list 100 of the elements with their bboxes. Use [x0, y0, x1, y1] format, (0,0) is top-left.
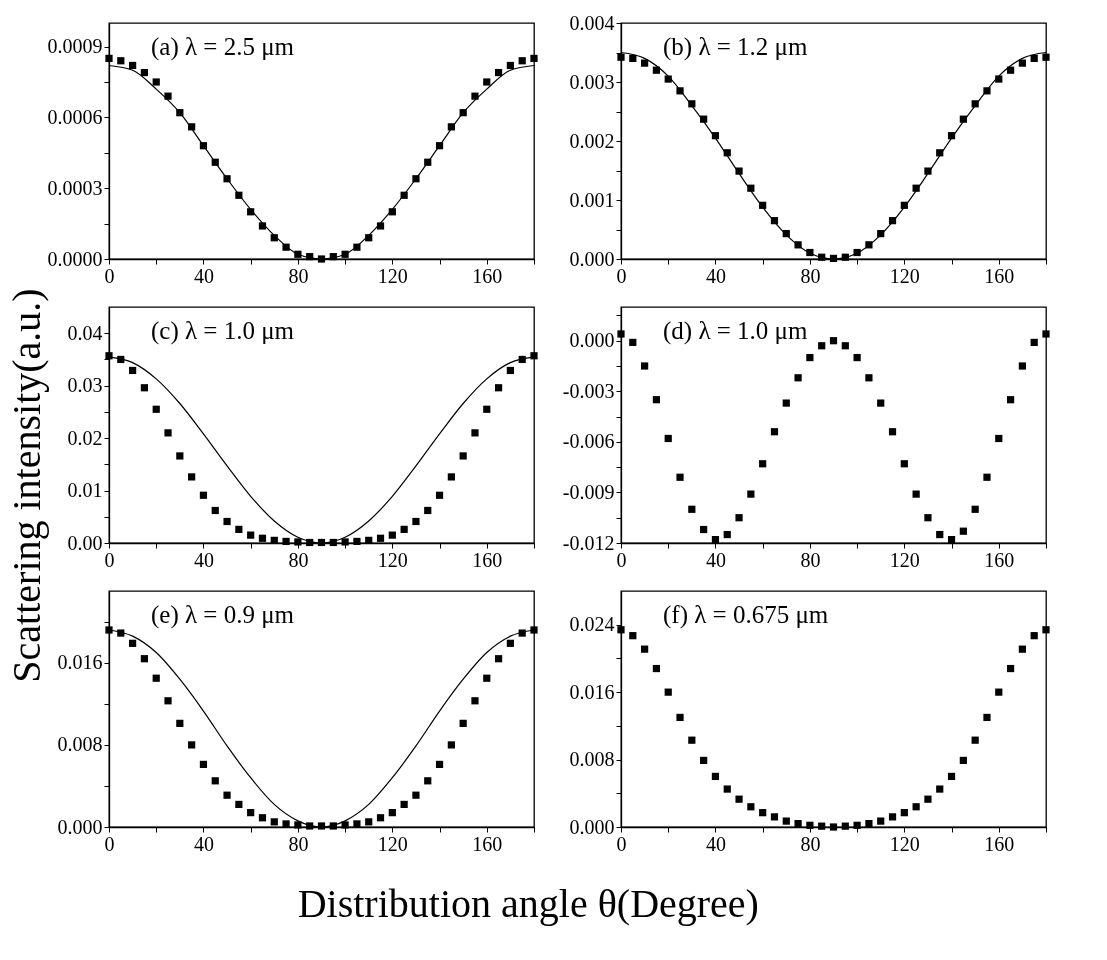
y-tick-label: 0.04 — [67, 321, 103, 344]
point — [688, 736, 696, 744]
x-tick-label: 80 — [288, 548, 309, 571]
point — [747, 490, 755, 498]
point — [877, 399, 885, 407]
point — [1042, 626, 1050, 634]
point — [924, 514, 932, 522]
point — [424, 777, 432, 785]
y-tick-label: 0.02 — [67, 426, 103, 449]
point — [983, 473, 991, 481]
point — [995, 688, 1003, 696]
point — [912, 490, 920, 498]
x-axis-title: Distribution angle θ(Degree) — [297, 880, 759, 926]
y-tick-label: 0.0006 — [47, 105, 103, 128]
point — [912, 803, 920, 811]
x-tick-label: 80 — [288, 264, 309, 287]
x-tick-label: 160 — [472, 832, 503, 855]
y-tick-label: -0.012 — [562, 531, 615, 554]
point — [1030, 338, 1038, 347]
point — [818, 822, 826, 830]
point — [853, 353, 861, 362]
point — [735, 167, 743, 175]
point — [1018, 59, 1026, 67]
point — [818, 342, 826, 350]
y-tick-label: 0.000 — [569, 247, 615, 270]
point — [223, 517, 231, 526]
point — [483, 78, 491, 86]
y-tick-label: 0.000 — [569, 329, 615, 352]
point — [664, 434, 672, 443]
chart-title: (a) λ = 2.5 μm — [151, 33, 295, 61]
point — [1030, 632, 1038, 640]
point — [188, 741, 196, 749]
point — [900, 460, 908, 468]
x-tick-label: 40 — [705, 264, 726, 287]
point — [412, 517, 420, 526]
point — [506, 366, 514, 375]
point — [530, 352, 538, 360]
point — [483, 405, 491, 413]
point — [853, 821, 861, 829]
y-tick-label: -0.009 — [562, 480, 615, 503]
y-tick-label: 0.003 — [569, 70, 615, 93]
point — [129, 61, 137, 70]
point — [117, 629, 125, 637]
y-tick-label: 0.016 — [57, 651, 103, 674]
x-tick-label: 120 — [377, 548, 408, 571]
point — [140, 655, 149, 663]
point — [365, 818, 373, 826]
point — [641, 362, 649, 370]
point — [223, 791, 231, 799]
point — [129, 639, 137, 647]
y-tick-label: 0.0003 — [47, 176, 103, 199]
y-tick-label: 0.004 — [569, 11, 615, 34]
y-tick-label: 0.024 — [569, 613, 615, 636]
point — [664, 688, 672, 696]
point — [711, 536, 720, 544]
point — [629, 632, 637, 640]
x-tick-label: 160 — [472, 264, 503, 287]
y-tick-label: 0.00 — [67, 531, 103, 554]
y-axis-title: Scattering intensity(a.u.) — [3, 288, 49, 683]
point — [176, 452, 184, 460]
point — [829, 823, 838, 831]
point — [688, 505, 696, 513]
point — [188, 473, 196, 481]
point — [652, 664, 661, 673]
point — [518, 57, 526, 65]
point — [1018, 362, 1026, 370]
point — [388, 809, 396, 817]
point — [129, 366, 137, 375]
point — [152, 674, 160, 682]
point — [700, 756, 708, 765]
point — [971, 505, 979, 513]
point — [164, 697, 172, 705]
point — [258, 222, 267, 230]
point — [841, 822, 849, 830]
point — [388, 531, 396, 539]
point — [211, 506, 219, 515]
x-tick-label: 40 — [193, 264, 214, 287]
point — [759, 460, 767, 468]
point — [459, 452, 467, 460]
x-tick-label: 120 — [889, 832, 920, 855]
point — [983, 713, 991, 722]
point — [447, 741, 455, 749]
point — [447, 473, 455, 481]
point — [164, 92, 172, 100]
point — [723, 785, 731, 793]
x-tick-label: 160 — [984, 832, 1015, 855]
y-tick-label: 0.03 — [67, 374, 103, 397]
point — [376, 222, 385, 230]
x-tick-label: 40 — [193, 832, 214, 855]
point — [329, 822, 337, 830]
y-tick-label: 0.01 — [67, 479, 103, 502]
point — [806, 353, 814, 362]
point — [235, 525, 243, 533]
point — [1042, 53, 1050, 61]
point — [735, 795, 743, 803]
x-tick-label: 160 — [984, 548, 1015, 571]
point — [258, 814, 267, 822]
point — [1030, 54, 1038, 63]
point — [530, 54, 538, 63]
point — [947, 536, 956, 544]
